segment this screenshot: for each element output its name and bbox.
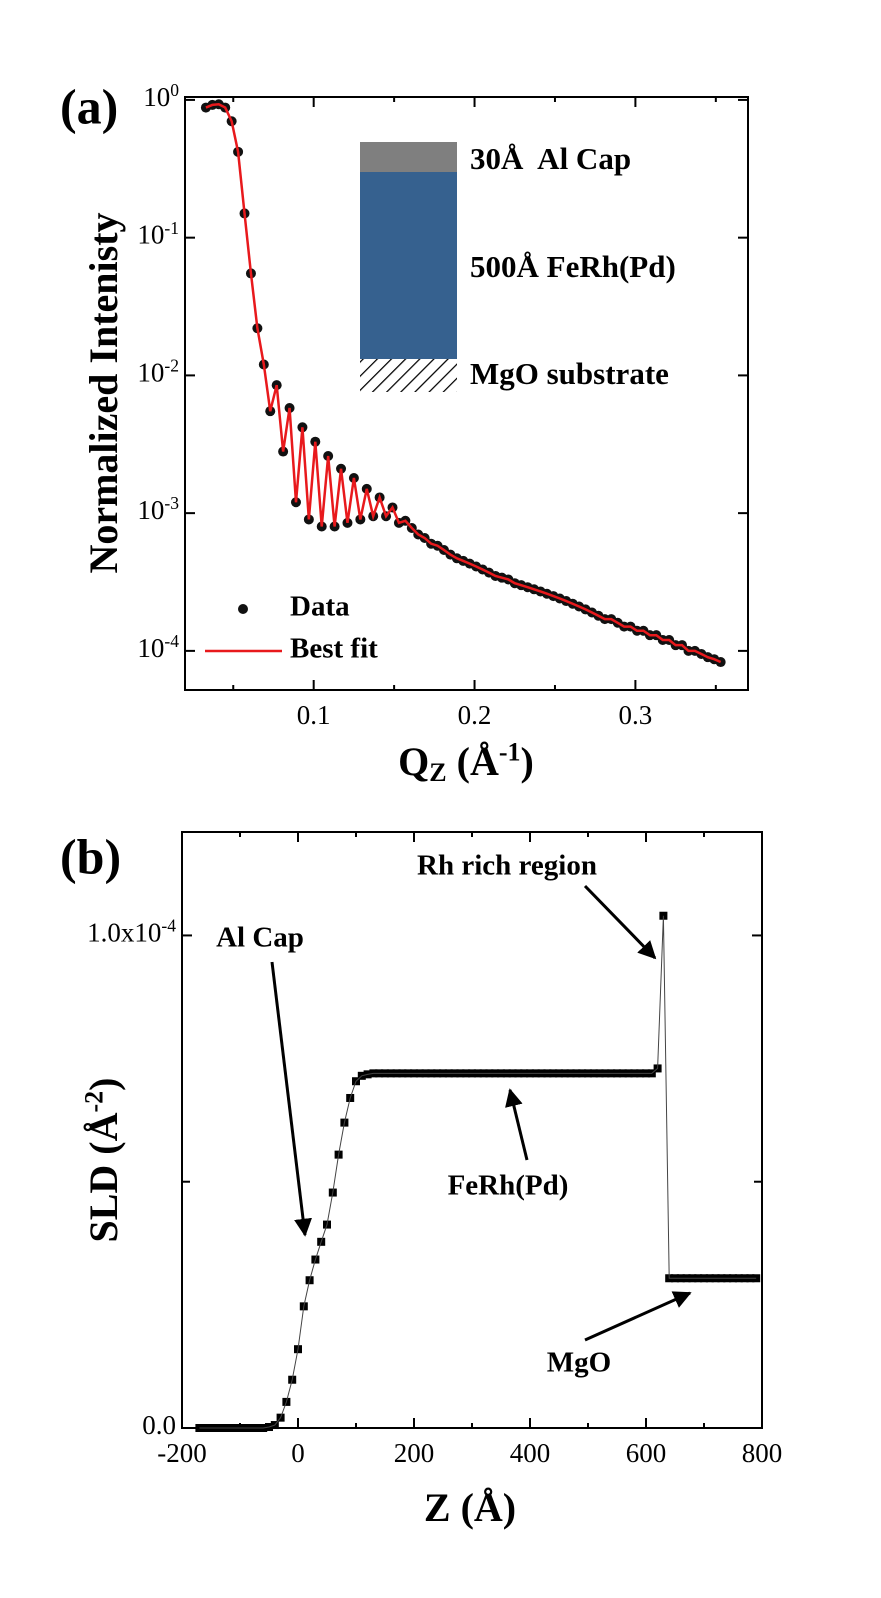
y-tick-label: 0.0	[142, 1410, 176, 1440]
text-part: 10	[143, 82, 170, 112]
text-part: -1	[499, 737, 521, 766]
y-axis-label: SLD (Å-2)	[79, 1077, 126, 1242]
x-tick-label: 0	[291, 1438, 305, 1468]
ferh-layer	[360, 172, 457, 359]
text-part: -2	[79, 1091, 108, 1113]
panel-label: (b)	[60, 828, 121, 884]
arrow	[583, 884, 657, 960]
text-part: -3	[164, 493, 179, 513]
data-point	[715, 657, 726, 668]
connecting-line	[199, 915, 757, 1429]
arrow	[270, 961, 312, 1237]
annotation: MgO substrate	[470, 356, 669, 391]
text-part: 10	[137, 358, 164, 388]
legend-marker	[238, 604, 248, 614]
arrows	[270, 884, 692, 1342]
text-part: -1	[164, 218, 179, 238]
text-part: 10	[137, 633, 164, 663]
layer-diagram	[360, 142, 457, 392]
x-tick-label: 0.3	[619, 700, 653, 730]
y-tick-label: 10-3	[137, 493, 179, 525]
annotation: MgO	[547, 1347, 611, 1379]
arrow	[505, 1088, 529, 1161]
y-axis-label: Normalized Intenisty	[81, 212, 126, 573]
text-part: 0.0	[142, 1410, 176, 1440]
al-cap-layer	[360, 142, 457, 172]
text-part: Z	[429, 758, 446, 787]
text-part: -4	[161, 916, 176, 936]
text-part: 10	[137, 495, 164, 525]
text-part: Z (Å)	[424, 1485, 516, 1530]
text-part: 10	[137, 220, 164, 250]
y-tick-label: 10-4	[137, 631, 179, 663]
text-part: )	[81, 1077, 126, 1090]
text-part: )	[521, 739, 534, 784]
y-tick-label: 10-2	[137, 356, 179, 388]
annotation: 30Å Al Cap	[470, 141, 631, 176]
text-part: -4	[164, 631, 179, 651]
x-tick-label: 600	[626, 1438, 667, 1468]
legend-label: Best fit	[290, 633, 378, 665]
text-part: -2	[164, 356, 179, 376]
y-tick-label: 100	[143, 80, 179, 112]
mgo-substrate	[360, 359, 457, 392]
arrow	[584, 1291, 692, 1342]
fit-line	[205, 102, 722, 664]
text-part: 0	[170, 80, 179, 100]
x-tick-label: 0.1	[297, 700, 331, 730]
y-tick-label: 10-1	[137, 218, 179, 250]
annotation: Rh rich region	[417, 850, 597, 882]
x-axis-label: QZ (Å-1)	[398, 737, 534, 787]
annotation: 500Å FeRh(Pd)	[470, 249, 676, 284]
text-part: 1.0x10	[87, 918, 161, 948]
x-tick-label: 200	[394, 1438, 435, 1468]
x-tick-label: 0.2	[458, 700, 492, 730]
text-part: (Å	[447, 739, 499, 784]
annotation: FeRh(Pd)	[448, 1170, 569, 1202]
text-part: Q	[398, 739, 429, 784]
panel-label: (a)	[60, 78, 118, 134]
text-part: SLD (Å	[81, 1112, 126, 1242]
annotation: Al Cap	[216, 922, 304, 954]
x-tick-label: -200	[157, 1438, 207, 1468]
legend-label: Data	[290, 591, 350, 623]
x-tick-label: 400	[510, 1438, 551, 1468]
y-tick-label: 1.0x10-4	[87, 916, 176, 948]
x-axis-label: Z (Å)	[424, 1485, 516, 1530]
x-tick-label: 800	[742, 1438, 783, 1468]
plot-frame	[184, 96, 749, 691]
text-part: Normalized Intenisty	[81, 212, 126, 573]
